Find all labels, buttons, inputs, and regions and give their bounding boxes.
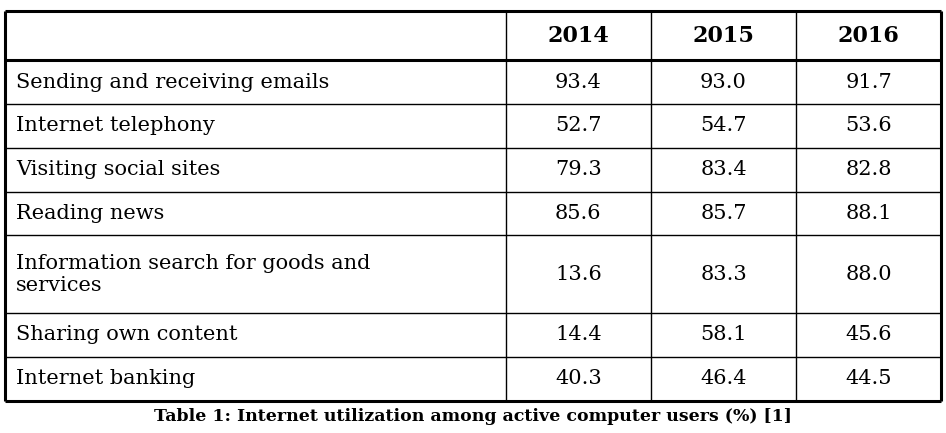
Text: 45.6: 45.6 <box>846 325 892 344</box>
Text: 44.5: 44.5 <box>846 369 892 388</box>
Text: 40.3: 40.3 <box>555 369 602 388</box>
Text: 14.4: 14.4 <box>555 325 602 344</box>
Text: 46.4: 46.4 <box>700 369 746 388</box>
Text: 52.7: 52.7 <box>555 116 602 136</box>
Text: Sending and receiving emails: Sending and receiving emails <box>16 73 329 92</box>
Text: 93.0: 93.0 <box>700 73 747 92</box>
Text: 13.6: 13.6 <box>555 265 602 284</box>
Text: 53.6: 53.6 <box>846 116 892 136</box>
Text: 58.1: 58.1 <box>700 325 746 344</box>
Text: 93.4: 93.4 <box>555 73 602 92</box>
Text: Internet telephony: Internet telephony <box>16 116 215 136</box>
Text: 83.4: 83.4 <box>700 160 746 179</box>
Text: Internet banking: Internet banking <box>16 369 195 388</box>
Text: 85.6: 85.6 <box>555 204 602 223</box>
Text: 91.7: 91.7 <box>846 73 892 92</box>
Text: 2016: 2016 <box>838 25 900 46</box>
Text: Information search for goods and
services: Information search for goods and service… <box>16 254 371 294</box>
Text: 88.0: 88.0 <box>846 265 892 284</box>
Text: 2015: 2015 <box>692 25 755 46</box>
Text: 82.8: 82.8 <box>846 160 892 179</box>
Text: 79.3: 79.3 <box>555 160 602 179</box>
Text: 2014: 2014 <box>548 25 609 46</box>
Text: Reading news: Reading news <box>16 204 165 223</box>
Text: 85.7: 85.7 <box>700 204 746 223</box>
Text: Visiting social sites: Visiting social sites <box>16 160 220 179</box>
Text: Table 1: Internet utilization among active computer users (%) [1]: Table 1: Internet utilization among acti… <box>154 408 792 425</box>
Text: Sharing own content: Sharing own content <box>16 325 237 344</box>
Text: 88.1: 88.1 <box>846 204 892 223</box>
Text: 83.3: 83.3 <box>700 265 747 284</box>
Text: 54.7: 54.7 <box>700 116 746 136</box>
